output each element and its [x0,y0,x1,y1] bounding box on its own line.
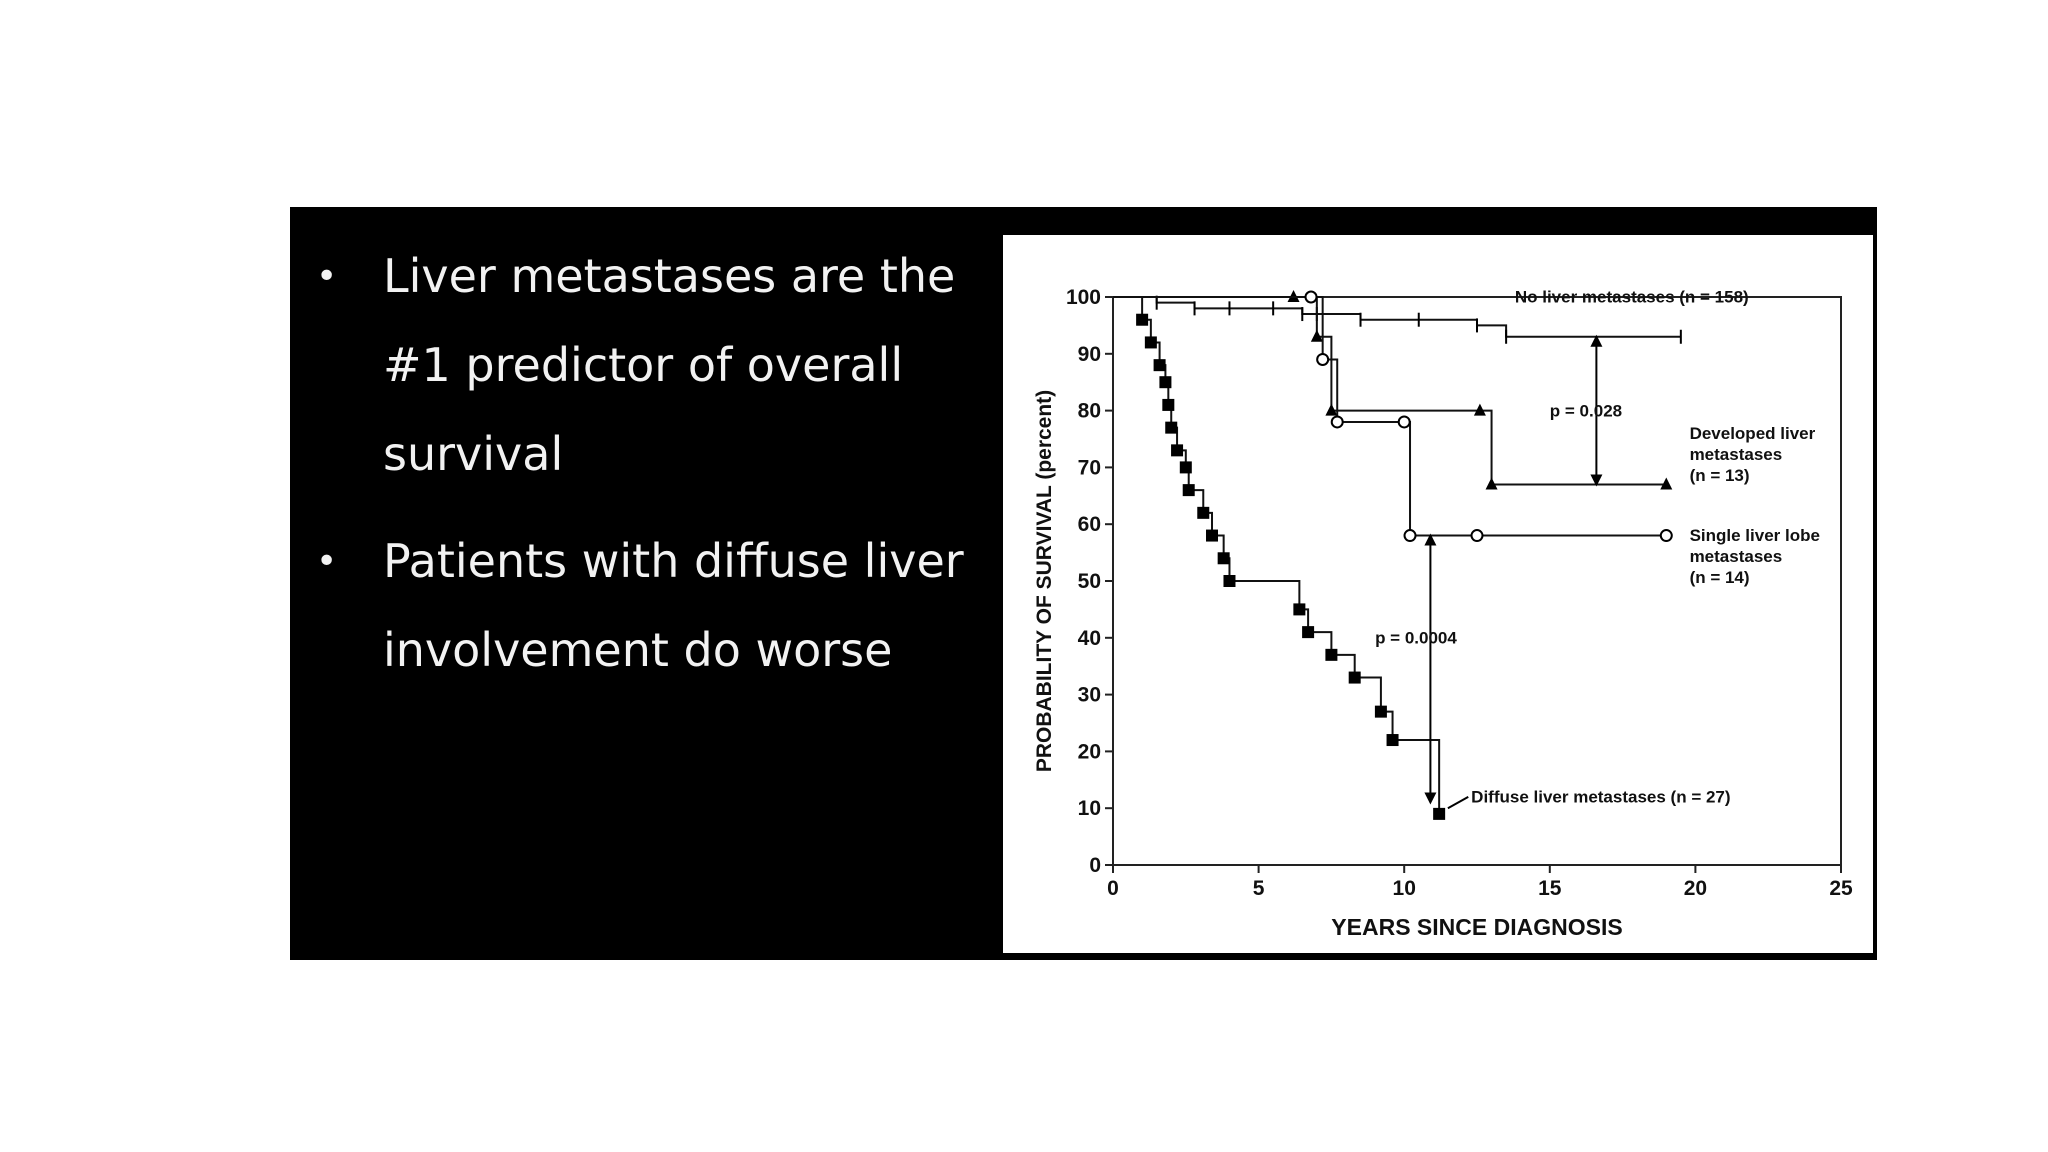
series-label: Developed liver [1690,424,1816,443]
series-label: Diffuse liver metastases (n = 27) [1471,788,1730,807]
data-point [1473,403,1486,416]
data-point [1165,421,1178,434]
data-point [1433,807,1446,820]
data-point [1397,415,1411,429]
series-label: Single liver lobe [1690,526,1820,545]
y-tick-label: 40 [1078,627,1101,650]
data-point [1179,461,1192,474]
p-arrow-upper-head [1590,334,1603,347]
data-point [1171,444,1184,457]
data-point [1159,376,1172,389]
y-tick-label: 30 [1078,684,1101,707]
series-label: (n = 14) [1690,568,1750,587]
series-label: metastases [1690,547,1783,566]
data-point [1206,529,1219,542]
survival-chart-panel: 0 10 20 30 40 50 60 70 80 90 100 0 5 10 15 20 25 YEARS SI… [1003,235,1873,953]
x-tick-label: 20 [1684,877,1707,900]
data-point [1310,329,1323,342]
series-label: (n = 13) [1690,466,1750,485]
x-tick-label: 0 [1107,877,1119,900]
series-line [1113,296,1667,486]
data-point [1162,398,1175,411]
slide-panel: • Liver metastases are the #1 predictor … [290,207,1877,960]
data-point [1403,529,1417,543]
bullet-list: • Liver metastases are the #1 predictor … [316,232,1006,713]
data-point [1325,648,1338,661]
data-point [1144,336,1157,349]
x-tick-label: 10 [1393,877,1416,900]
y-tick-label: 0 [1089,854,1101,877]
data-point [1348,671,1361,684]
data-point [1223,575,1236,587]
data-point [1374,705,1387,718]
series-label: metastases [1690,445,1783,464]
bullet-text: Liver metastases are the #1 predictor of… [383,249,956,481]
data-point [1660,477,1673,490]
series-label: No liver metastases (n = 158) [1515,288,1749,307]
y-tick-label: 50 [1078,570,1101,593]
y-tick-label: 60 [1078,513,1101,536]
y-tick-label: 10 [1078,797,1101,820]
bullet-dot-icon: • [316,541,338,582]
x-axis-label: YEARS SINCE DIAGNOSIS [1331,914,1622,940]
y-tick-label: 100 [1066,286,1101,309]
data-point [1470,529,1484,543]
y-tick-label: 70 [1078,456,1101,479]
data-point [1153,359,1166,372]
bullet-item: • Liver metastases are the #1 predictor … [316,232,1006,499]
bullet-dot-icon: • [316,256,338,297]
data-point [1304,290,1318,304]
y-tick-label: 20 [1078,740,1101,763]
data-point [1386,734,1399,747]
x-tick-label: 5 [1253,877,1265,900]
x-tick-label: 15 [1538,877,1562,900]
y-tick-label: 80 [1078,400,1101,423]
data-point [1659,529,1673,543]
data-point [1136,313,1149,326]
p-value-label: p = 0.028 [1550,401,1622,420]
y-tick-label: 90 [1078,343,1101,366]
data-point [1485,477,1498,490]
data-point [1217,552,1230,565]
survival-chart: 0 10 20 30 40 50 60 70 80 90 100 0 5 10 15 20 25 YEARS SI… [1033,286,1853,940]
data-point [1197,506,1210,519]
data-point [1325,403,1338,416]
p-value-label: p = 0.0004 [1375,628,1457,647]
data-point [1330,415,1344,429]
bullet-text: Patients with diffuse liver involvement … [383,534,964,677]
p-arrow-upper-head [1590,474,1603,487]
p-arrow-lower-head [1424,792,1437,805]
data-point [1302,626,1315,639]
x-tick-label: 25 [1829,877,1853,900]
data-point [1293,603,1306,616]
y-axis-label: PROBABILITY OF SURVIVAL (percent) [1033,390,1056,772]
data-point [1182,484,1195,497]
bullet-item: • Patients with diffuse liver involvemen… [316,517,1006,695]
p-arrow-lower-head [1424,533,1437,546]
series-line [1113,296,1681,338]
data-point [1316,352,1330,366]
label-pointer [1447,795,1469,810]
